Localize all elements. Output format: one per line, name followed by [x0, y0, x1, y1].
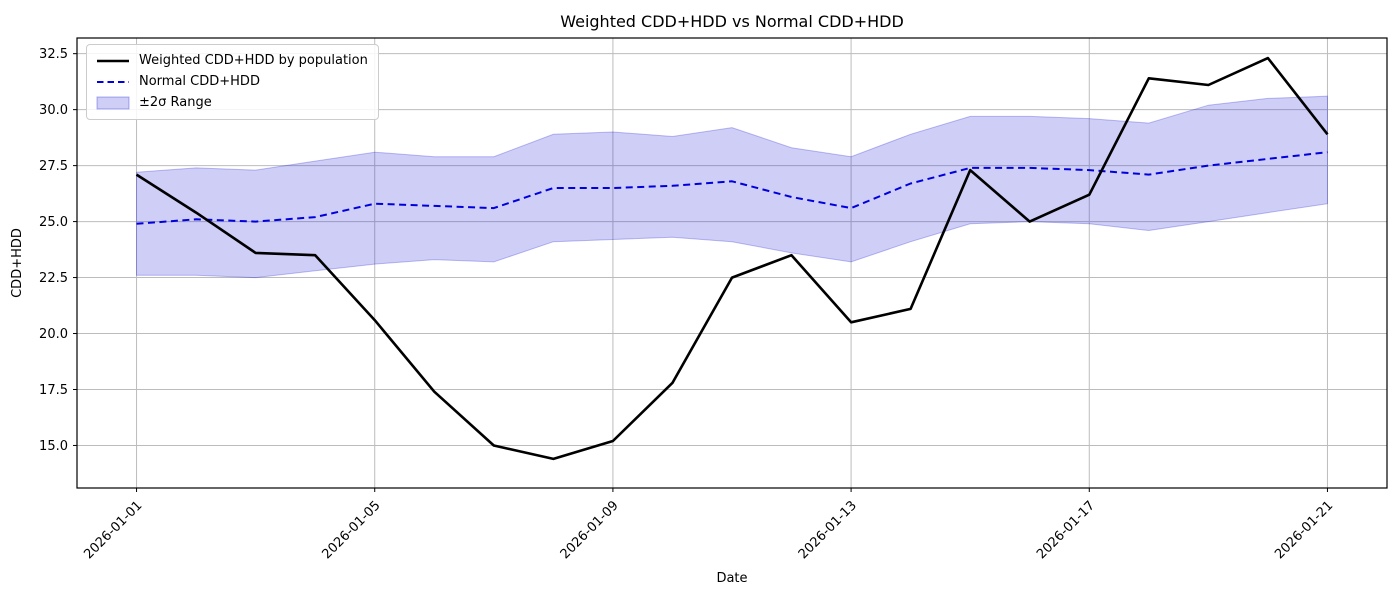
x-tick-label: 2026-01-01 — [81, 498, 145, 562]
legend-label-band: ±2σ Range — [139, 95, 212, 110]
y-tick-label: 27.5 — [39, 159, 68, 174]
band-swatch-icon — [96, 96, 130, 110]
x-tick-label: 2026-01-13 — [796, 498, 860, 562]
legend-label-weighted: Weighted CDD+HDD by population — [139, 53, 368, 68]
solid-line-swatch-icon — [97, 59, 129, 63]
legend: Weighted CDD+HDD by population Normal CD… — [86, 44, 379, 120]
y-tick-label: 22.5 — [39, 271, 68, 286]
y-tick-label: 30.0 — [39, 103, 68, 118]
plot-border — [76, 37, 1388, 489]
legend-item-weighted: Weighted CDD+HDD by population — [96, 52, 368, 70]
y-axis-label: CDD+HDD — [10, 228, 25, 298]
x-tick-label: 2026-01-21 — [1272, 498, 1336, 562]
y-tick-label: 32.5 — [39, 47, 68, 62]
legend-label-normal: Normal CDD+HDD — [139, 74, 260, 89]
chart-title: Weighted CDD+HDD vs Normal CDD+HDD — [560, 12, 904, 31]
y-tick-label: 25.0 — [39, 215, 68, 230]
x-tick-label: 2026-01-17 — [1034, 498, 1098, 562]
legend-item-band: ±2σ Range — [96, 94, 368, 112]
grid-layer — [77, 38, 1387, 488]
legend-item-normal: Normal CDD+HDD — [96, 73, 368, 91]
axes-layer — [73, 37, 1388, 492]
weighted-line — [135, 56, 1329, 461]
y-tick-label: 15.0 — [39, 439, 68, 454]
y-tick-label: 20.0 — [39, 327, 68, 342]
y-tick-label: 17.5 — [39, 383, 68, 398]
x-tick-label: 2026-01-09 — [558, 498, 622, 562]
normal-line — [136, 151, 1328, 225]
x-tick-label: 2026-01-05 — [320, 498, 384, 562]
sigma-band — [136, 95, 1328, 279]
series-layer — [135, 56, 1329, 461]
sigma-band-layer — [136, 95, 1328, 279]
x-axis-label: Date — [716, 571, 747, 586]
dashed-line-swatch-icon — [97, 81, 129, 83]
